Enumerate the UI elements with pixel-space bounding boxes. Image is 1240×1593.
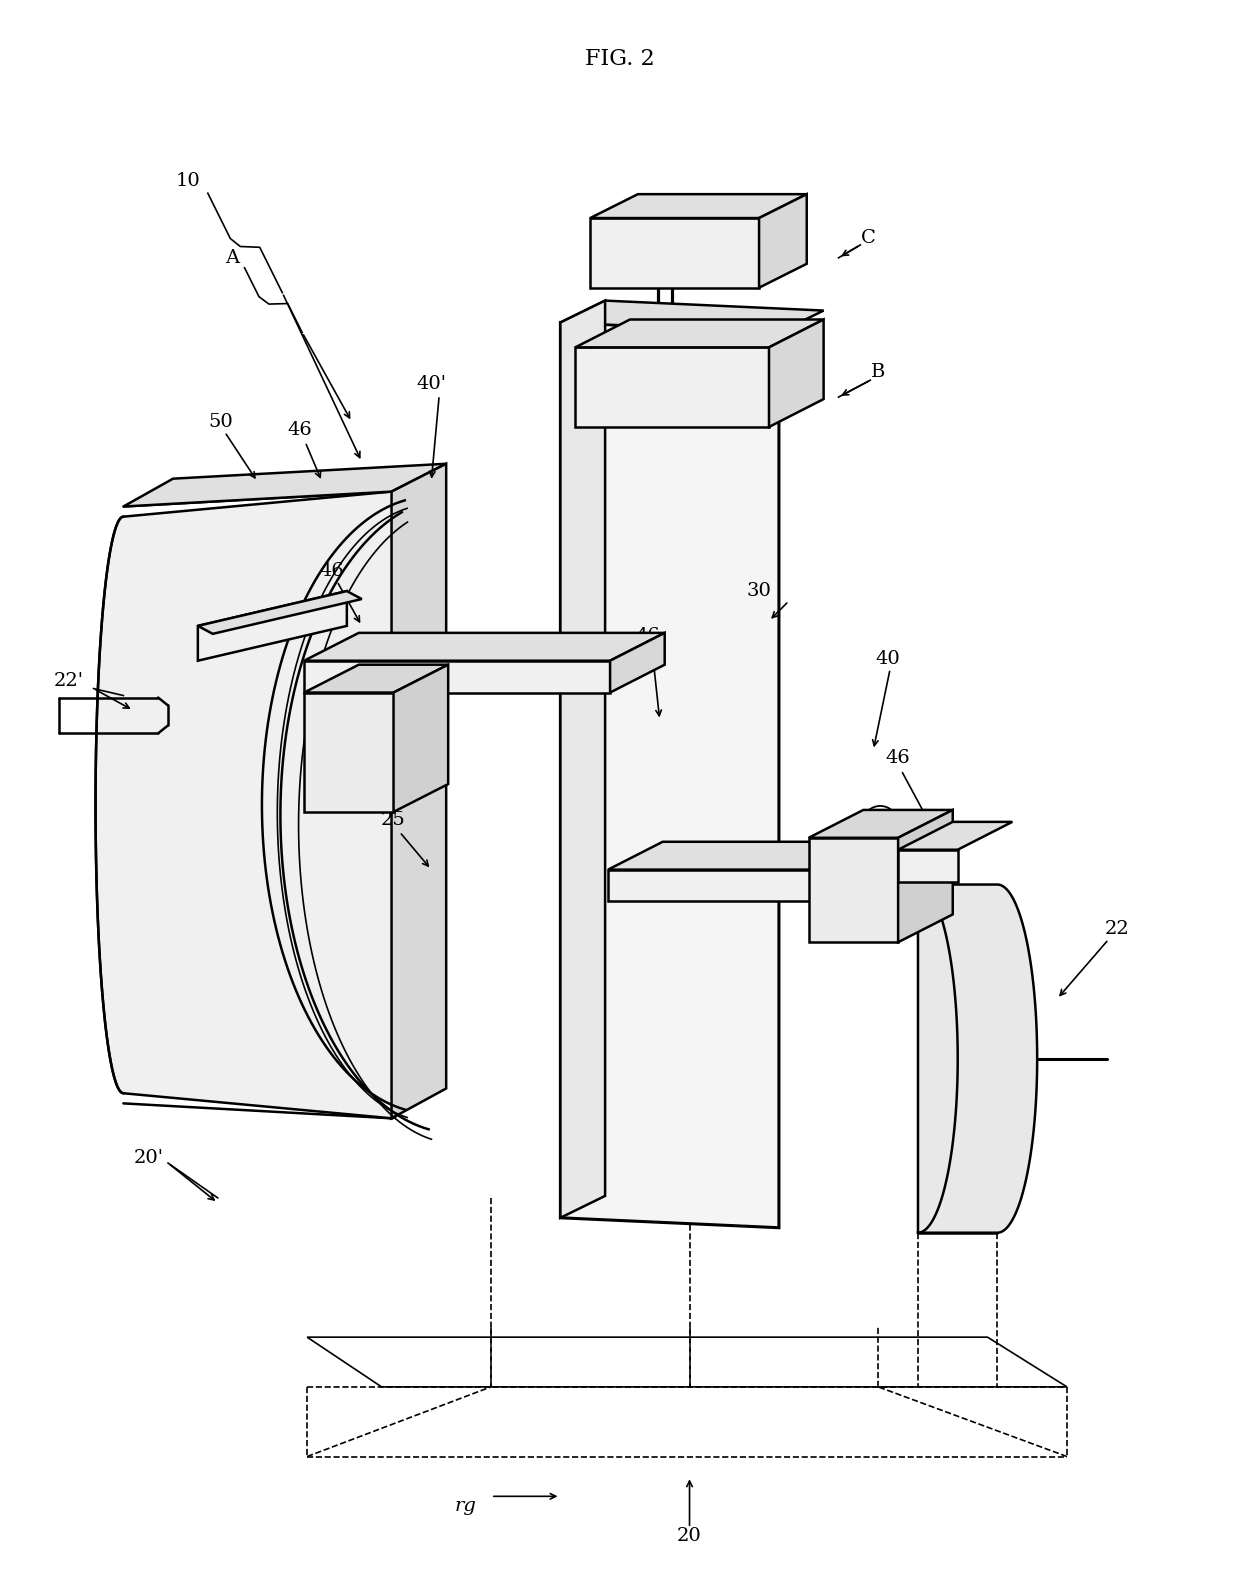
Polygon shape xyxy=(198,591,347,661)
Polygon shape xyxy=(898,849,957,881)
Polygon shape xyxy=(608,870,898,902)
Polygon shape xyxy=(898,809,952,941)
Polygon shape xyxy=(575,347,769,427)
Text: rg: rg xyxy=(455,1497,477,1515)
Polygon shape xyxy=(304,693,393,812)
Text: 40: 40 xyxy=(875,650,900,667)
Polygon shape xyxy=(560,322,779,1228)
Polygon shape xyxy=(560,301,823,333)
Text: 20': 20' xyxy=(133,1149,164,1168)
Text: 50: 50 xyxy=(208,413,233,432)
Text: 10: 10 xyxy=(176,172,201,190)
Text: 46: 46 xyxy=(885,749,910,768)
Polygon shape xyxy=(759,194,807,288)
Ellipse shape xyxy=(842,892,866,926)
Text: 22': 22' xyxy=(53,672,84,690)
Text: 40': 40' xyxy=(417,376,446,393)
Text: 46: 46 xyxy=(288,421,312,440)
Polygon shape xyxy=(608,841,952,870)
Text: 46: 46 xyxy=(320,562,345,580)
Text: 22: 22 xyxy=(1105,921,1128,938)
Polygon shape xyxy=(392,464,446,1118)
Text: A: A xyxy=(226,249,239,268)
Polygon shape xyxy=(808,809,952,838)
Polygon shape xyxy=(808,838,898,941)
Polygon shape xyxy=(560,301,605,1217)
Text: C: C xyxy=(861,229,875,247)
Polygon shape xyxy=(590,218,759,288)
Text: 25: 25 xyxy=(381,811,405,828)
Polygon shape xyxy=(610,632,665,693)
Polygon shape xyxy=(898,822,1012,849)
Circle shape xyxy=(862,806,898,841)
Text: 30: 30 xyxy=(746,581,771,601)
Text: FIG. 2: FIG. 2 xyxy=(585,48,655,70)
Polygon shape xyxy=(304,661,610,693)
Polygon shape xyxy=(898,841,952,902)
Text: 46: 46 xyxy=(635,626,660,645)
Circle shape xyxy=(358,661,393,696)
Polygon shape xyxy=(304,632,665,661)
Polygon shape xyxy=(308,1337,1066,1388)
Polygon shape xyxy=(123,464,446,507)
Ellipse shape xyxy=(337,753,361,787)
Polygon shape xyxy=(393,664,448,812)
Polygon shape xyxy=(575,320,823,347)
Polygon shape xyxy=(198,591,362,634)
Polygon shape xyxy=(590,194,807,218)
Polygon shape xyxy=(304,664,448,693)
Polygon shape xyxy=(95,492,427,1118)
Polygon shape xyxy=(918,884,1037,1233)
Text: B: B xyxy=(870,363,885,381)
Text: 20: 20 xyxy=(677,1528,702,1545)
Polygon shape xyxy=(769,320,823,427)
